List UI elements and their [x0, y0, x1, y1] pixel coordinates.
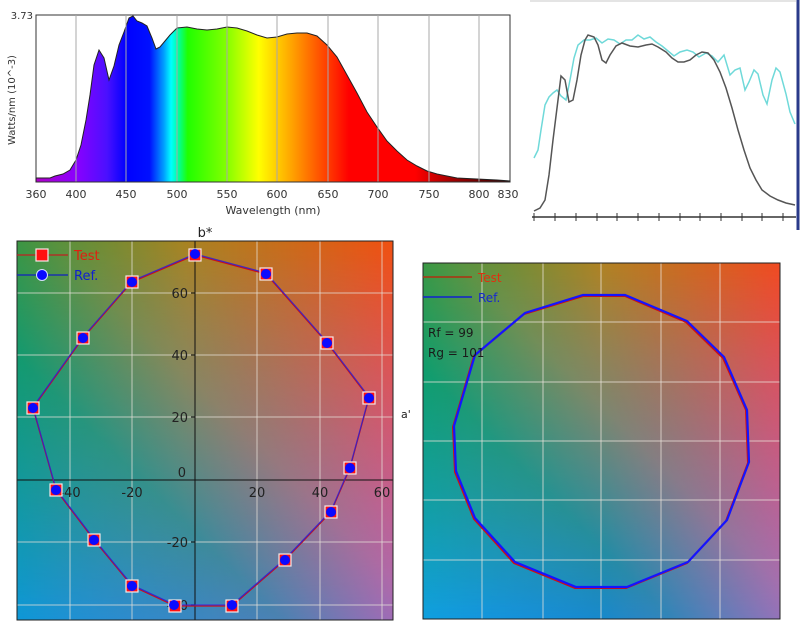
tm30-ref-polygon: [452, 293, 751, 589]
cvg-ref-markers: [28, 249, 374, 610]
cvg-ref-line: [32, 253, 370, 606]
svg-text:-20: -20: [167, 536, 188, 551]
svg-text:360: 360: [26, 188, 47, 201]
spectrum-xlabel: Wavelength (nm): [225, 204, 320, 217]
svg-text:550: 550: [217, 188, 238, 201]
spectrum-ylabel: Watts/nm (10^-3): [7, 55, 18, 145]
spectrum-gridlines: [75, 15, 480, 182]
svg-text:600: 600: [267, 188, 288, 201]
svg-text:400: 400: [66, 188, 87, 201]
cvg-left-y-ticks: 60 40 20 0 -20 -40: [167, 287, 188, 614]
svg-text:750: 750: [419, 188, 440, 201]
legend-test-square-icon: [35, 248, 49, 262]
test-spectrum-line: [533, 34, 796, 212]
b-star-axis-label: b*: [198, 226, 213, 241]
svg-text:450: 450: [116, 188, 137, 201]
tm30-cvg-chart: Test Ref. Rf = 99 Rg = 101: [422, 262, 781, 620]
cvg-left-gridlines: [17, 241, 393, 620]
svg-text:60: 60: [171, 287, 188, 302]
svg-text:830: 830: [498, 188, 519, 201]
svg-text:60: 60: [374, 486, 391, 501]
svg-text:500: 500: [167, 188, 188, 201]
cvg-scatter-chart: 60 40 20 0 -20 -40 -40 -20 20 40 60 b* a…: [16, 226, 411, 621]
a-prime-axis-label: a': [401, 408, 411, 421]
svg-text:40: 40: [171, 349, 188, 364]
svg-text:800: 800: [469, 188, 490, 201]
legend-ref-label: Ref.: [74, 269, 98, 284]
svg-text:700: 700: [368, 188, 389, 201]
rg-value: Rg = 101: [428, 346, 485, 360]
legend-test-label: Test: [73, 249, 100, 264]
cvg-right-legend: Test Ref.: [423, 271, 502, 305]
svg-text:-20: -20: [121, 486, 142, 501]
legend-ref-label: Ref.: [478, 291, 500, 305]
spectrum-chart: 3.73 Watts/nm (10^-3) 360 400 450 500 55…: [7, 11, 519, 217]
svg-text:20: 20: [171, 411, 188, 426]
cvg-right-gridlines: [423, 263, 780, 619]
cvg-left-x-ticks: -40 -20 20 40 60: [59, 486, 390, 501]
spectrum-area: [35, 15, 511, 183]
svg-text:-40: -40: [59, 486, 80, 501]
svg-text:0: 0: [178, 466, 186, 481]
spectrum-ymax-label: 3.73: [11, 11, 33, 22]
legend-test-label: Test: [477, 271, 502, 285]
rf-value: Rf = 99: [428, 326, 474, 340]
svg-text:650: 650: [318, 188, 339, 201]
comparison-x-ticks: [533, 213, 784, 221]
svg-text:20: 20: [249, 486, 266, 501]
spectrum-x-ticks: 360 400 450 500 550 600 650 700 750 800 …: [26, 188, 519, 201]
spectral-comparison-chart: [530, 0, 800, 230]
svg-text:40: 40: [312, 486, 329, 501]
cvg-left-legend: Test Ref.: [17, 248, 100, 284]
legend-ref-circle-icon: [36, 269, 48, 281]
